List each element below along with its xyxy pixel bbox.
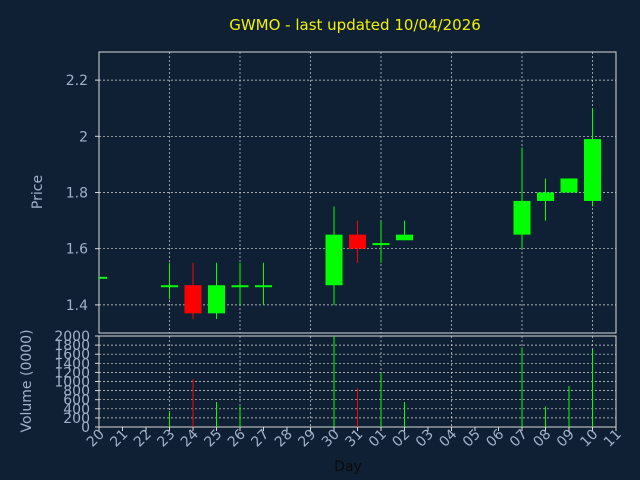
price-tick-label: 2.2 (66, 73, 88, 89)
volume-tick-label: 1800 (54, 338, 90, 354)
volume-tick-label: 600 (63, 393, 90, 409)
x-tick-label: 11 (601, 427, 625, 451)
x-tick-label: 25 (201, 427, 225, 451)
x-tick-label: 10 (577, 427, 601, 451)
x-tick-label: 30 (319, 427, 343, 451)
volume-tick-label: 2000 (54, 329, 90, 345)
volume-tick-label: 800 (63, 384, 90, 400)
x-tick-label: 26 (225, 426, 249, 450)
candle-body (325, 234, 343, 286)
x-tick-label: 05 (460, 427, 484, 451)
x-axis-label: Day (334, 459, 362, 475)
x-tick-label: 22 (131, 427, 155, 451)
x-tick-label: 02 (389, 427, 413, 451)
price-panel: 1.4 1.6 1.8 2 2.2 (66, 51, 617, 334)
candle-body (560, 178, 578, 193)
x-tick-label: 27 (248, 427, 272, 451)
volume-tick-label: 1200 (54, 365, 90, 381)
x-tick-label: 01 (366, 427, 390, 451)
x-tick-label: 09 (554, 427, 578, 451)
candle-body (255, 285, 272, 288)
volume-tick-label: 1000 (54, 375, 90, 391)
volume-tick-label: 400 (63, 402, 90, 418)
price-tick-label: 1.8 (66, 186, 88, 202)
x-tick-label: 03 (413, 427, 437, 451)
volume-tick-label: 1600 (54, 347, 90, 363)
x-tick-label: 31 (342, 427, 366, 451)
x-tick-label: 23 (154, 427, 178, 451)
candle-body (537, 192, 554, 201)
x-tick-label: 29 (295, 427, 319, 451)
candle-body (396, 234, 413, 241)
candle-body (513, 200, 531, 235)
candle-body (208, 285, 225, 314)
volume-tick-label: 1400 (54, 356, 90, 372)
candle-body (161, 285, 178, 288)
x-tick-label: 07 (507, 427, 531, 451)
candle-body (584, 139, 601, 201)
price-axis-label: Price (30, 175, 46, 209)
x-tick-label: 24 (178, 426, 202, 450)
candle-body (184, 285, 202, 314)
volume-axis-label: Volume (0000) (19, 329, 35, 432)
chart-title: GWMO - last updated 10/04/2026 (229, 16, 481, 34)
x-tick-label: 04 (436, 426, 460, 450)
x-tick-labels: 20 21 22 23 24 25 26 27 28 29 30 31 01 02 03 04 05 06 07 08… (84, 426, 625, 450)
x-tick-label: 08 (530, 427, 554, 451)
candle-body (99, 276, 107, 279)
x-tick-label: 06 (483, 426, 507, 450)
candle-body (372, 243, 390, 246)
volume-tick-label: 200 (63, 411, 90, 427)
price-tick-label: 1.4 (66, 298, 88, 314)
x-tick-label: 21 (107, 427, 131, 451)
candle-body (349, 234, 366, 249)
volume-tick-label: 0 (81, 420, 90, 436)
candle-body (231, 285, 249, 288)
price-tick-label: 1.6 (66, 242, 88, 258)
price-tick-label: 2 (79, 129, 88, 145)
x-tick-label: 28 (272, 427, 296, 451)
